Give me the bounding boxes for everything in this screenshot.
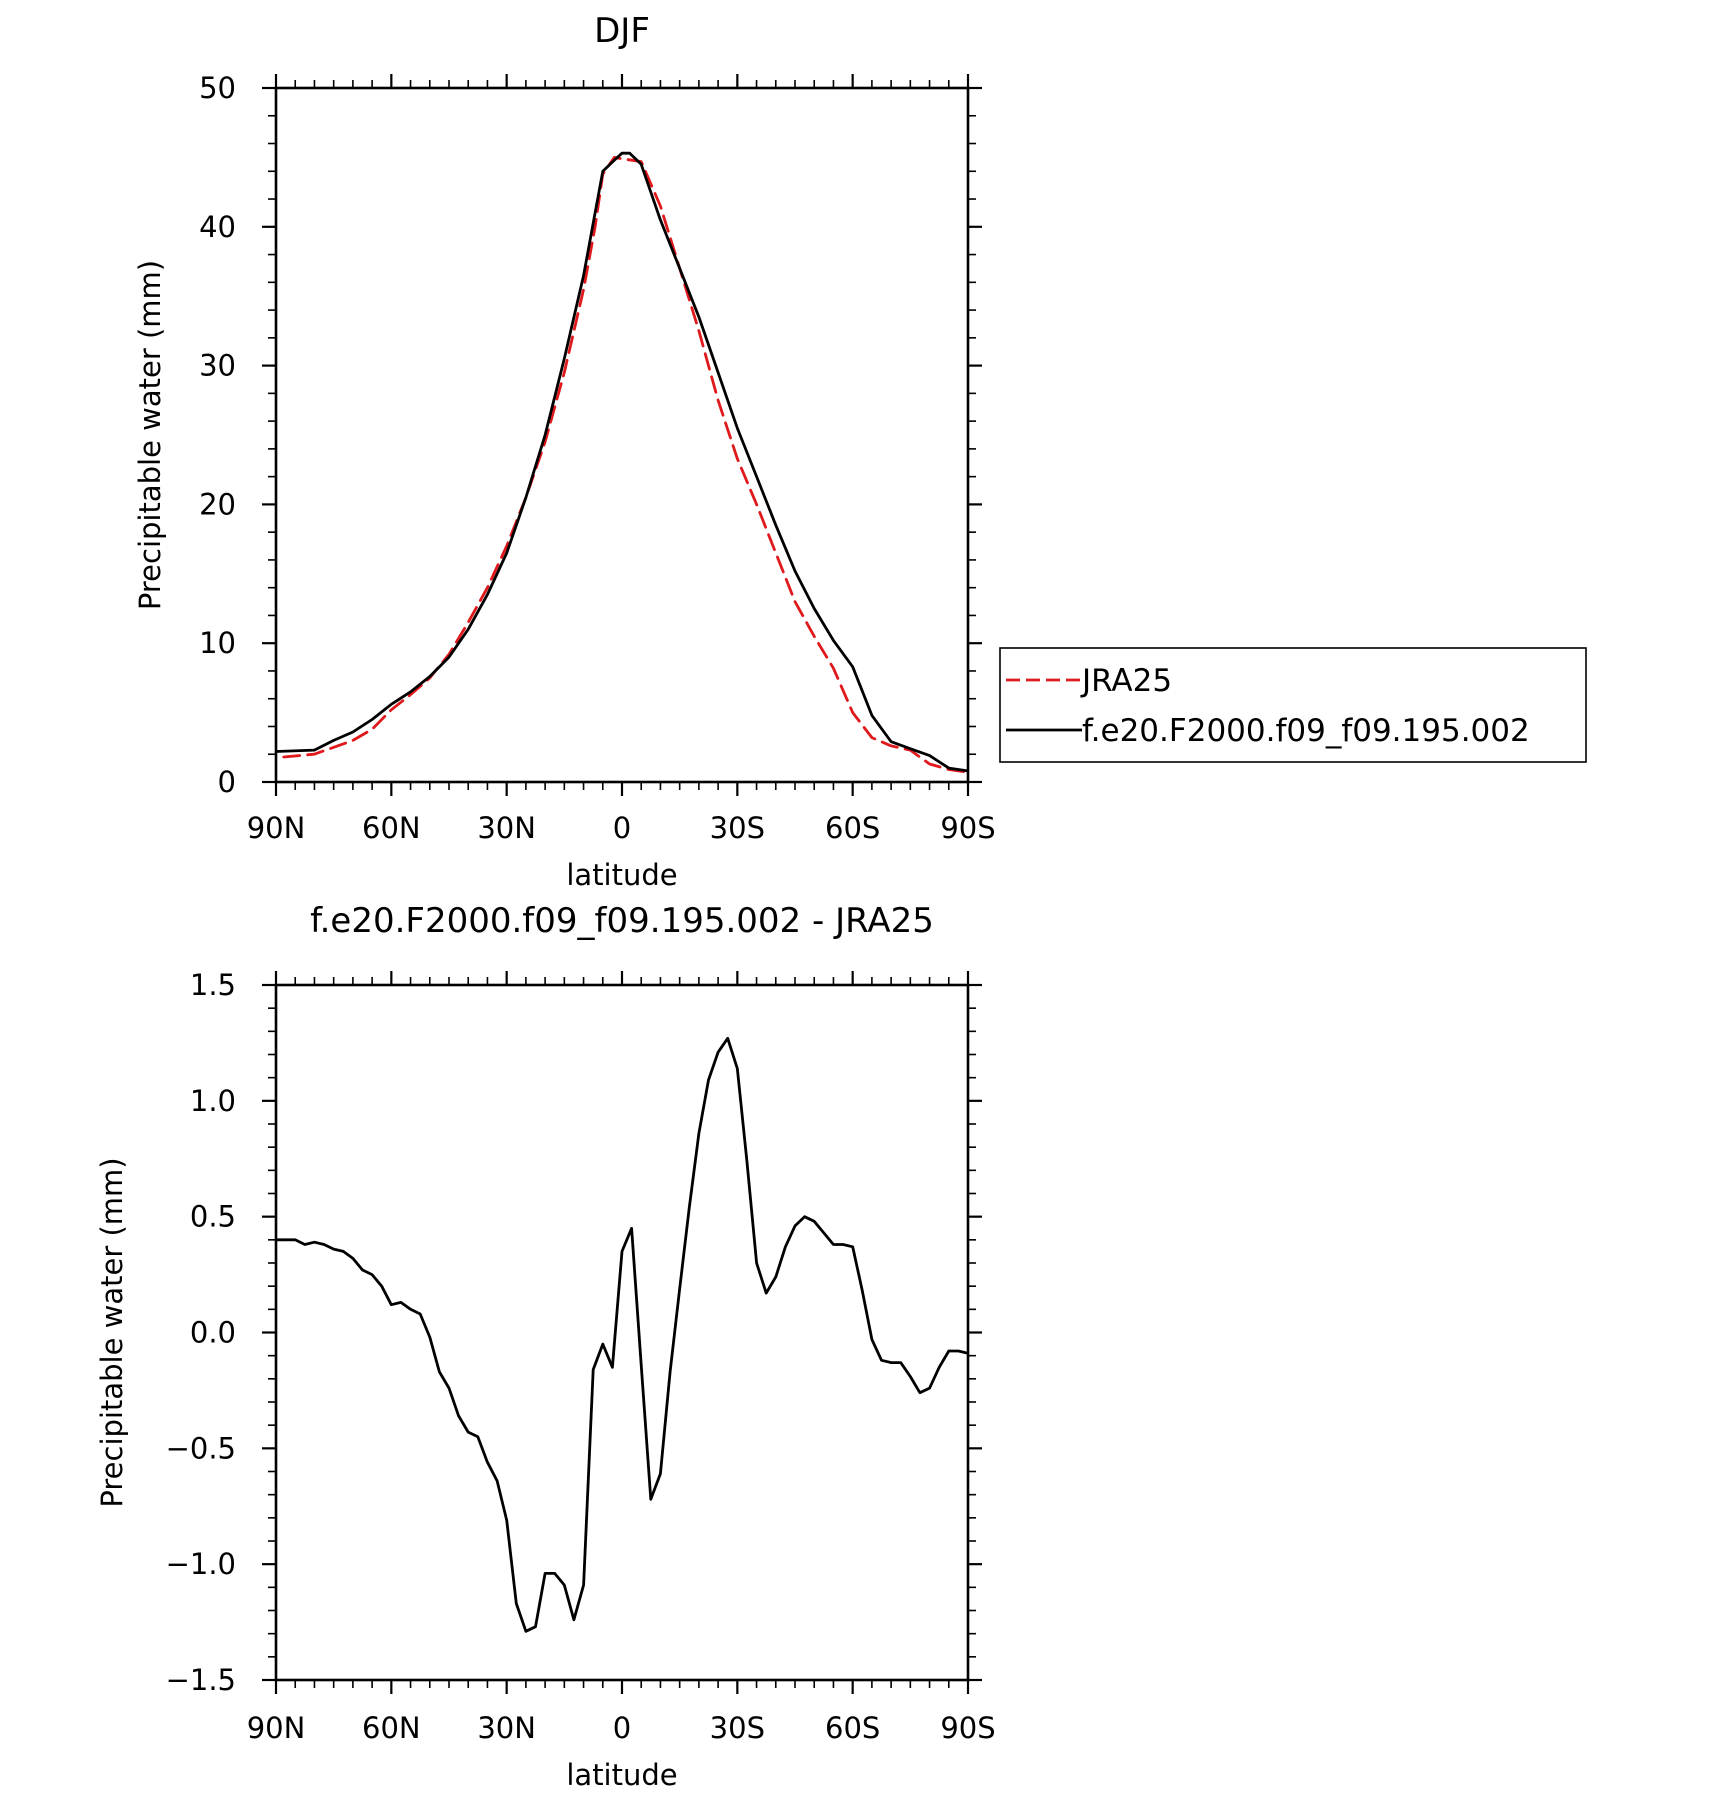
y-tick-label: 0.0 (190, 1316, 236, 1350)
x-tick-label: 90S (940, 1711, 995, 1745)
y-tick-label: 1.0 (190, 1084, 236, 1118)
y-tick-label: 50 (199, 71, 236, 105)
y-tick-label: 20 (199, 487, 236, 521)
series-line-difference (276, 1036, 968, 1633)
y-axis-title: Precipitable water (mm) (95, 1157, 129, 1507)
y-axis-title: Precipitable water (mm) (133, 260, 167, 610)
y-tick-label: 0.5 (190, 1200, 236, 1234)
y-tick-label: 0 (218, 765, 236, 799)
x-tick-label: 0 (613, 1711, 631, 1745)
y-tick-label: 40 (199, 210, 236, 244)
y-tick-label: −0.5 (166, 1431, 236, 1465)
plot-area-frame (274, 86, 970, 784)
x-tick-label: 60S (825, 1711, 880, 1745)
x-tick-label: 60S (825, 811, 880, 845)
x-tick-label: 30N (477, 811, 536, 845)
series-line-f-e20-f2000-f09-f09-195-002 (276, 151, 968, 773)
x-axis-title: latitude (566, 1758, 677, 1792)
x-tick-label: 0 (613, 811, 631, 845)
y-tick-label: 30 (199, 349, 236, 383)
y-tick-label: −1.5 (166, 1663, 236, 1697)
x-tick-label: 30S (710, 811, 765, 845)
x-axis-title: latitude (566, 858, 677, 892)
top-chart-panel: 90N 60N 30N 0 30S 60S 90S 0 10 20 30 40 50 DJF latitud… (133, 11, 1587, 892)
y-tick-label: 10 (199, 626, 236, 660)
legend-box (999, 647, 1587, 763)
y-tick-label: 1.5 (190, 968, 236, 1002)
x-tick-label: 60N (362, 811, 421, 845)
legend-label: JRA25 (1080, 663, 1172, 699)
series-line-jra25 (282, 156, 968, 774)
x-tick-label: 90S (940, 811, 995, 845)
x-tick-label: 90N (247, 1711, 306, 1745)
x-tick-label: 30N (477, 1711, 536, 1745)
legend: JRA25 f.e20.F2000.f09_f09.195.002 (999, 647, 1587, 763)
x-tick-label: 30S (710, 1711, 765, 1745)
x-tick-label: 60N (362, 1711, 421, 1745)
chart-title: f.e20.F2000.f09_f09.195.002 - JRA25 (310, 901, 934, 941)
y-tick-label: −1.0 (166, 1547, 236, 1581)
legend-label: f.e20.F2000.f09_f09.195.002 (1082, 713, 1530, 749)
bottom-chart-panel: 90N 60N 30N 0 30S 60S 90S −1.5 −1.0 −0.5 0.0 0.5 1.0… (95, 901, 996, 1792)
plot-area-frame (274, 983, 970, 1682)
chart-title: DJF (594, 11, 650, 51)
x-tick-label: 90N (247, 811, 306, 845)
